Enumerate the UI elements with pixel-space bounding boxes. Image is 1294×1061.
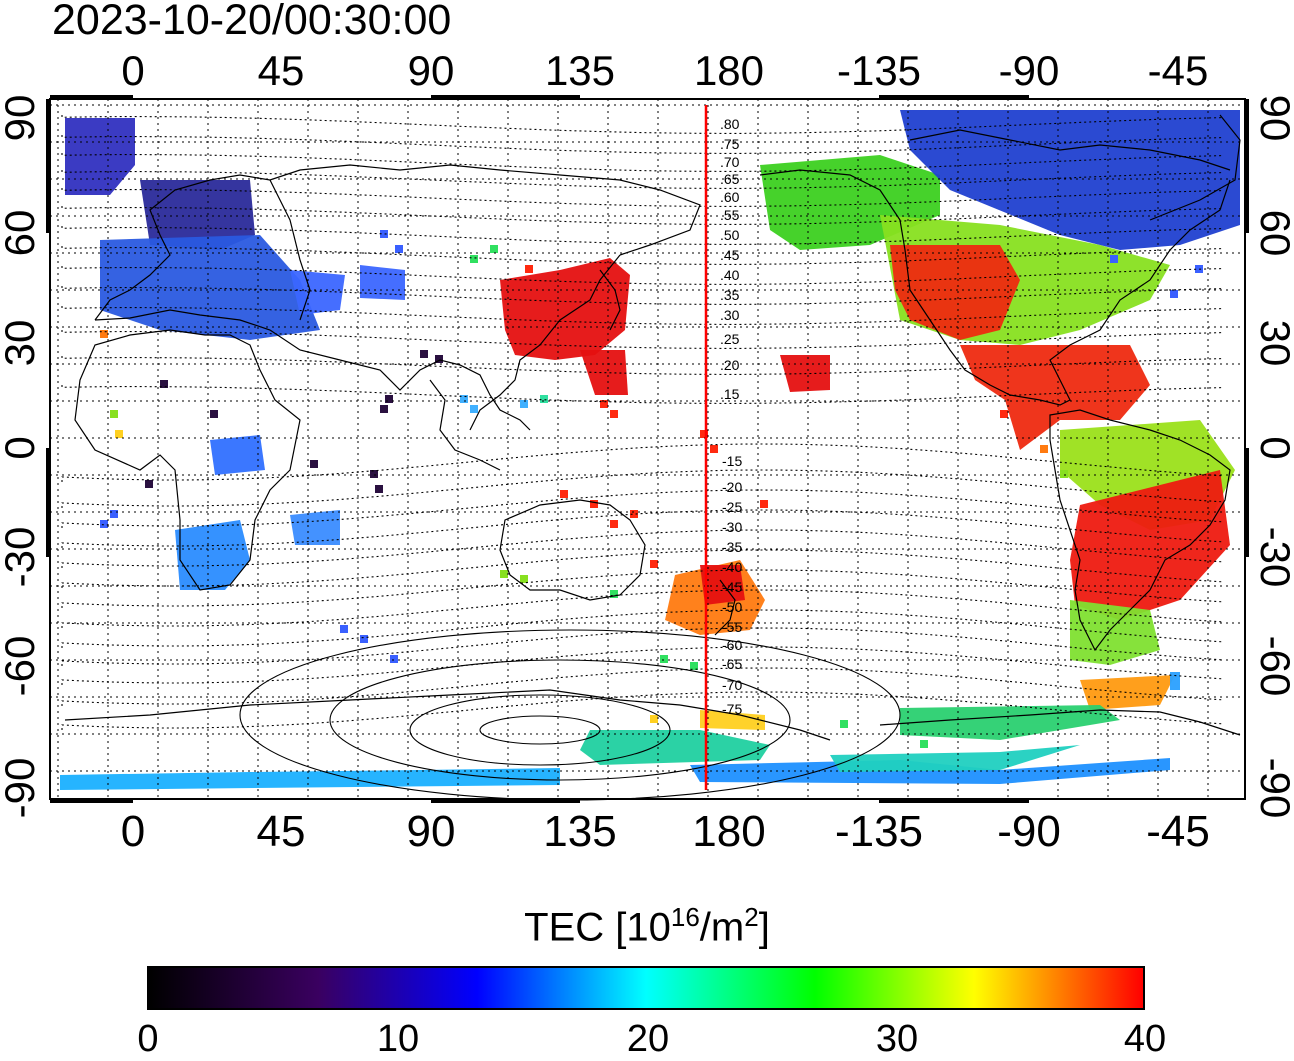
maglat-label: -45 (722, 579, 742, 595)
colorbar-title: TEC [1016/m2] (524, 902, 770, 950)
x-tick-top: -45 (1148, 47, 1209, 94)
maglat-label: .30 (720, 307, 740, 323)
maglat-label: .65 (720, 171, 740, 187)
maglat-label: .40 (720, 267, 740, 283)
maglat-label: -40 (722, 559, 742, 575)
x-tick-bottom: -135 (835, 807, 923, 856)
colorbar-tick-label: 10 (376, 1018, 420, 1060)
maglat-label: .20 (720, 357, 740, 373)
x-axis-top-labels: 0 45 90 135 180 -135 -90 -45 (121, 47, 1208, 94)
magnetic-latitude-contours (61, 115, 1223, 801)
maglat-label: -20 (722, 479, 742, 495)
maglat-label: -15 (722, 453, 742, 469)
colorbar (147, 966, 1145, 1010)
y-tick-right: 0 (1252, 436, 1294, 459)
y-tick-right: 60 (1252, 210, 1294, 257)
y-axis-left-labels: 90 60 30 0 -30 -60 -90 (0, 95, 43, 819)
maglat-label: .60 (720, 189, 740, 205)
y-tick-left: 60 (0, 210, 43, 257)
x-tick-top: 180 (694, 47, 764, 94)
y-tick-left: -30 (0, 527, 43, 588)
x-tick-top: -135 (837, 47, 921, 94)
x-tick-top: -90 (999, 47, 1060, 94)
x-tick-top: 135 (545, 47, 615, 94)
y-tick-left: -90 (0, 758, 43, 819)
maglat-label: -75 (722, 701, 742, 717)
y-tick-right: 30 (1252, 320, 1294, 367)
maglat-label: -70 (722, 677, 742, 693)
y-tick-right: -90 (1252, 758, 1294, 819)
colorbar-tick-label: 0 (137, 1018, 159, 1060)
x-axis-bottom-labels: 0 45 90 135 180 -135 -90 -45 (121, 807, 1210, 856)
x-tick-bottom: -90 (997, 807, 1061, 856)
x-tick-bottom: 180 (692, 807, 765, 856)
y-tick-left: 30 (0, 320, 43, 367)
maglat-label: .75 (720, 136, 740, 152)
maglat-label: -30 (722, 519, 742, 535)
y-tick-right: 90 (1252, 95, 1294, 142)
colorbar-tick-label: 30 (875, 1018, 919, 1060)
colorbar-tick-label: 20 (626, 1018, 670, 1060)
maglat-label: .80 (720, 116, 740, 132)
y-tick-right: -30 (1252, 527, 1294, 588)
magnetic-latitude-labels: .80 .75 .70.65 .60 .55 .50 .45 .40 .35 .30 .25 .20.… (720, 116, 742, 717)
x-tick-bottom: 135 (543, 807, 616, 856)
x-tick-top: 90 (408, 47, 455, 94)
maglat-label: .70 (720, 154, 740, 170)
coastlines (64, 114, 1241, 741)
tec-map: .80 .75 .70.65 .60 .55 .50 .45 .40 .35 .30 .25 .20.… (0, 47, 1294, 856)
maglat-label: .25 (720, 331, 740, 347)
maglat-label: -50 (722, 599, 742, 615)
y-tick-right: -60 (1252, 636, 1294, 697)
x-tick-bottom: -45 (1146, 807, 1210, 856)
y-tick-left: 0 (0, 436, 43, 459)
x-tick-top: 0 (121, 47, 144, 94)
y-axis-right-labels: 90 60 30 0 -30 -60 -90 (1252, 95, 1294, 819)
maglat-label: -60 (722, 637, 742, 653)
tec-data-layer (60, 110, 1240, 790)
x-tick-bottom: 0 (121, 807, 145, 856)
x-tick-bottom: 45 (257, 807, 306, 856)
maglat-label: -25 (722, 499, 742, 515)
timestamp-title: 2023-10-20/00:30:00 (52, 0, 452, 44)
maglat-label: -65 (722, 656, 742, 672)
maglat-label: .35 (720, 287, 740, 303)
y-tick-left: 90 (0, 95, 43, 142)
maglat-label: .45 (720, 247, 740, 263)
colorbar-tick-label: 40 (1123, 1018, 1167, 1060)
x-tick-bottom: 90 (407, 807, 456, 856)
x-tick-top: 45 (258, 47, 305, 94)
maglat-label: .55 (720, 207, 740, 223)
y-tick-left: -60 (0, 636, 43, 697)
frame-ticks (46, 95, 1249, 803)
maglat-label: -35 (722, 539, 742, 555)
maglat-label: .50 (720, 227, 740, 243)
maglat-label: .15 (720, 386, 740, 402)
grid-lines (50, 99, 1245, 799)
maglat-label: -55 (722, 619, 742, 635)
